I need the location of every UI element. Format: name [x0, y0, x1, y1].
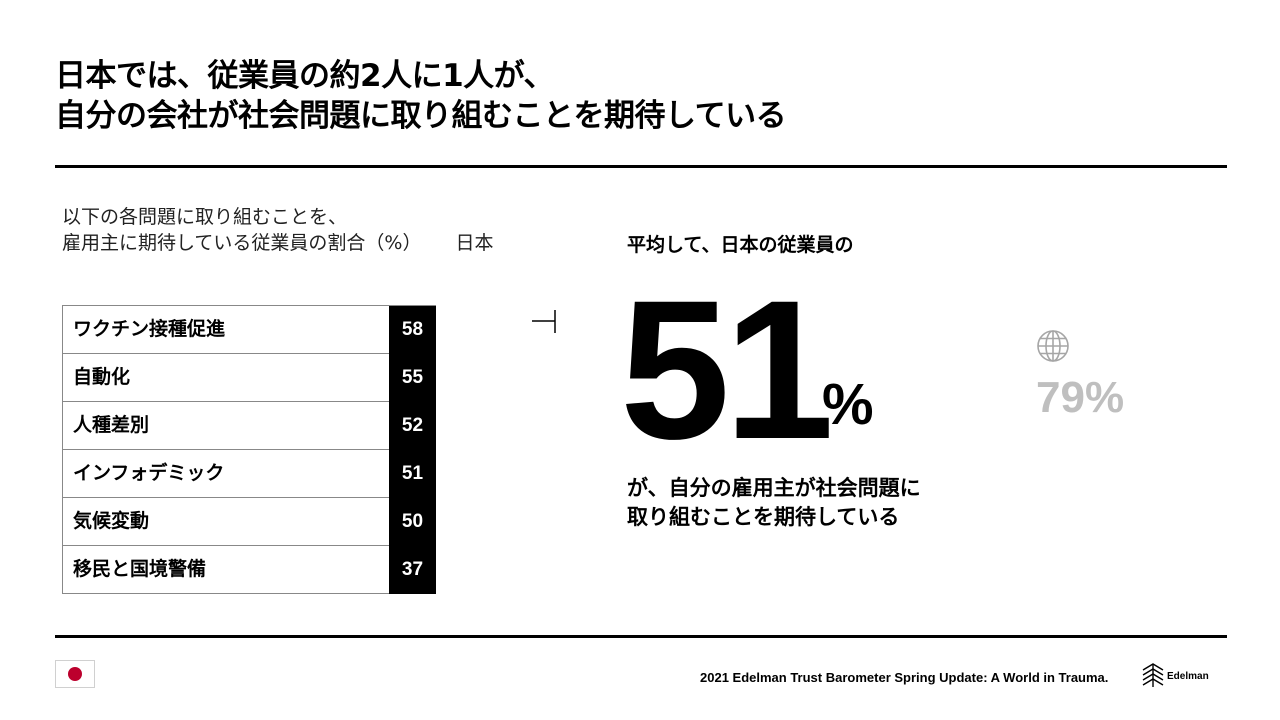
bracket-connector [532, 310, 556, 333]
row-value: 58 [389, 306, 436, 354]
global-average-value: 79% [1036, 373, 1125, 422]
row-label: 移民と国境警備 [73, 558, 207, 580]
subtitle-line-2: 雇用主に期待している従業員の割合（%） [62, 232, 422, 254]
average-tail-line-2: 取り組むことを期待している [627, 505, 900, 529]
title-line-1: 日本では、従業員の約2人に1人が、 [55, 58, 555, 94]
table-row: 気候変動 50 [62, 498, 436, 546]
table-row: 自動化 55 [62, 354, 436, 402]
japan-flag-icon [55, 660, 95, 688]
row-label: インフォデミック [73, 462, 225, 484]
table-row: インフォデミック 51 [62, 450, 436, 498]
subtitle-country: 日本 [455, 232, 494, 254]
row-value: 37 [389, 546, 436, 594]
row-value: 50 [389, 498, 436, 546]
source-citation: 2021 Edelman Trust Barometer Spring Upda… [700, 670, 1109, 685]
subtitle-line-1: 以下の各問題に取り組むことを、 [62, 206, 348, 228]
row-label: 自動化 [73, 366, 131, 388]
row-label: ワクチン接種促進 [73, 318, 226, 340]
average-percent-sign: % [822, 372, 874, 437]
table-row: 移民と国境警備 37 [62, 546, 436, 594]
average-tail-text: が、自分の雇用主が社会問題に 取り組むことを期待している [627, 474, 921, 532]
flag-sun [68, 667, 82, 681]
edelman-logo-text: Edelman [1167, 671, 1209, 682]
edelman-logo-icon [1142, 663, 1164, 687]
title-line-2: 自分の会社が社会問題に取り組むことを期待している [55, 98, 787, 134]
chart-subtitle: 以下の各問題に取り組むことを、 雇用主に期待している従業員の割合（%） 日本 [62, 204, 494, 256]
row-label: 人種差別 [73, 414, 150, 436]
table-row: 人種差別 52 [62, 402, 436, 450]
page-title: 日本では、従業員の約2人に1人が、 自分の会社が社会問題に取り組むことを期待して… [55, 56, 1225, 136]
globe-icon [1037, 330, 1069, 362]
row-value: 55 [389, 354, 436, 402]
top-divider [55, 165, 1227, 168]
issue-table: ワクチン接種促進 58 自動化 55 人種差別 52 インフォデミック 51 気候変動 50 移民と… [62, 305, 436, 594]
average-big-number: 51 [620, 259, 834, 480]
row-value: 52 [389, 402, 436, 450]
average-lead-text: 平均して、日本の従業員の [627, 234, 854, 256]
bottom-divider [55, 635, 1227, 638]
average-tail-line-1: が、自分の雇用主が社会問題に [627, 476, 921, 500]
row-label: 気候変動 [73, 510, 150, 532]
row-value: 51 [389, 450, 436, 498]
table-row: ワクチン接種促進 58 [62, 305, 436, 354]
